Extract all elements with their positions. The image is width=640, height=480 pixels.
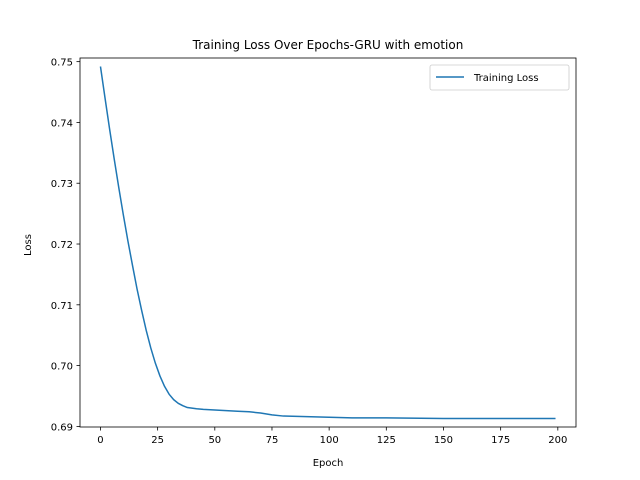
y-tick-label: 0.70	[51, 362, 73, 373]
x-tick-label: 0	[97, 435, 103, 446]
x-tick-label: 200	[548, 435, 567, 446]
y-tick-label: 0.74	[51, 118, 73, 129]
y-tick-label: 0.73	[51, 179, 73, 190]
chart-title: Training Loss Over Epochs-GRU with emoti…	[192, 38, 464, 52]
y-tick-label: 0.69	[51, 422, 73, 433]
y-axis-label: Loss	[23, 234, 34, 256]
x-tick-label: 75	[266, 435, 279, 446]
legend-box	[429, 64, 570, 91]
x-tick-label: 50	[208, 435, 221, 446]
x-tick-label: 150	[434, 435, 453, 446]
x-tick-label: 25	[151, 435, 164, 446]
series-layer	[99, 66, 556, 420]
legend-label: Training Loss	[473, 73, 539, 84]
series-line-training-loss	[99, 66, 556, 420]
plot-frame	[79, 57, 577, 428]
y-axis-ticks: 0.69 0.70 0.71 0.72 0.73 0.74 0.75	[51, 58, 80, 433]
x-tick-label: 125	[377, 435, 396, 446]
y-tick-label: 0.71	[51, 301, 73, 312]
x-axis-ticks: 0 25 50 75 100 125 150 175 200	[97, 427, 567, 446]
y-tick-label: 0.72	[51, 240, 73, 251]
x-axis-label: Epoch	[313, 458, 344, 469]
x-tick-label: 175	[491, 435, 510, 446]
x-tick-label: 100	[320, 435, 339, 446]
y-tick-label: 0.75	[51, 58, 73, 69]
legend: Training Loss	[429, 64, 570, 91]
